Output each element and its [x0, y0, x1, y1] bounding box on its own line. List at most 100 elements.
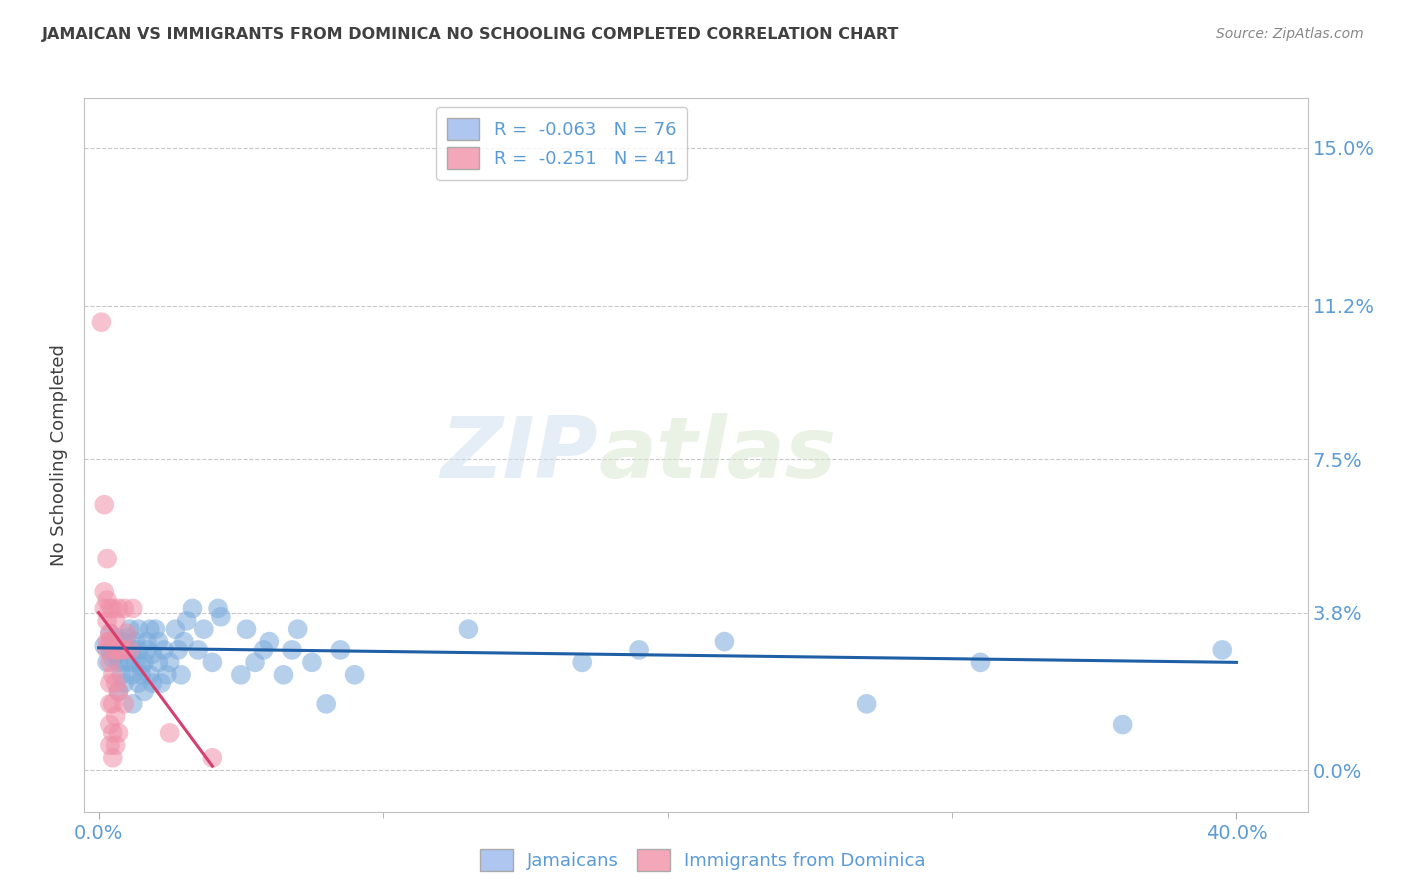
Point	[98, 717, 121, 731]
Point	[96, 656, 118, 670]
Point	[101, 726, 124, 740]
Point	[107, 684, 129, 698]
Point	[201, 656, 224, 670]
Point	[150, 676, 173, 690]
Point	[112, 643, 135, 657]
Point	[132, 656, 155, 670]
Point	[329, 643, 352, 657]
Point	[1111, 717, 1133, 731]
Point	[115, 626, 138, 640]
Point	[98, 643, 121, 657]
Point	[107, 726, 129, 740]
Point	[124, 656, 146, 670]
Point	[101, 634, 124, 648]
Point	[193, 622, 215, 636]
Point	[96, 634, 118, 648]
Point	[148, 634, 170, 648]
Point	[110, 643, 132, 657]
Point	[628, 643, 651, 657]
Point	[235, 622, 257, 636]
Text: atlas: atlas	[598, 413, 837, 497]
Point	[142, 647, 165, 661]
Point	[343, 668, 366, 682]
Point	[127, 643, 149, 657]
Point	[121, 668, 143, 682]
Point	[201, 751, 224, 765]
Point	[132, 684, 155, 698]
Point	[457, 622, 479, 636]
Point	[136, 643, 159, 657]
Point	[118, 643, 141, 657]
Point	[98, 634, 121, 648]
Point	[259, 634, 281, 648]
Point	[187, 643, 209, 657]
Point	[98, 626, 121, 640]
Point	[98, 601, 121, 615]
Point	[148, 656, 170, 670]
Point	[713, 634, 735, 648]
Point	[129, 668, 152, 682]
Point	[101, 697, 124, 711]
Point	[142, 676, 165, 690]
Point	[110, 634, 132, 648]
Point	[243, 656, 266, 670]
Point	[90, 315, 112, 329]
Text: Source: ZipAtlas.com: Source: ZipAtlas.com	[1216, 27, 1364, 41]
Point	[969, 656, 991, 670]
Point	[93, 639, 115, 653]
Point	[129, 659, 152, 673]
Point	[118, 622, 141, 636]
Point	[104, 709, 127, 723]
Point	[112, 676, 135, 690]
Point	[176, 614, 198, 628]
Point	[98, 676, 121, 690]
Point	[101, 634, 124, 648]
Point	[315, 697, 337, 711]
Point	[93, 601, 115, 615]
Point	[107, 601, 129, 615]
Legend: Jamaicans, Immigrants from Dominica: Jamaicans, Immigrants from Dominica	[472, 842, 934, 879]
Point	[165, 622, 187, 636]
Point	[121, 643, 143, 657]
Point	[170, 668, 193, 682]
Point	[98, 697, 121, 711]
Point	[139, 622, 162, 636]
Point	[121, 601, 143, 615]
Point	[104, 643, 127, 657]
Point	[96, 593, 118, 607]
Point	[101, 651, 124, 665]
Point	[96, 551, 118, 566]
Point	[112, 656, 135, 670]
Point	[173, 634, 195, 648]
Point	[229, 668, 252, 682]
Point	[96, 614, 118, 628]
Point	[153, 643, 176, 657]
Point	[287, 622, 309, 636]
Point	[104, 614, 127, 628]
Point	[112, 634, 135, 648]
Point	[207, 601, 229, 615]
Point	[136, 634, 159, 648]
Point	[159, 656, 181, 670]
Point	[101, 668, 124, 682]
Point	[112, 697, 135, 711]
Point	[139, 668, 162, 682]
Y-axis label: No Schooling Completed: No Schooling Completed	[51, 344, 69, 566]
Point	[209, 609, 232, 624]
Text: ZIP: ZIP	[440, 413, 598, 497]
Text: JAMAICAN VS IMMIGRANTS FROM DOMINICA NO SCHOOLING COMPLETED CORRELATION CHART: JAMAICAN VS IMMIGRANTS FROM DOMINICA NO …	[42, 27, 900, 42]
Point	[127, 622, 149, 636]
Point	[110, 643, 132, 657]
Point	[571, 656, 593, 670]
Point	[124, 634, 146, 648]
Point	[115, 643, 138, 657]
Legend: R =  -0.063   N = 76, R =  -0.251   N = 41: R = -0.063 N = 76, R = -0.251 N = 41	[436, 107, 688, 180]
Point	[104, 676, 127, 690]
Point	[104, 647, 127, 661]
Point	[110, 668, 132, 682]
Point	[181, 601, 204, 615]
Point	[121, 697, 143, 711]
Point	[93, 584, 115, 599]
Point	[104, 739, 127, 753]
Point	[107, 643, 129, 657]
